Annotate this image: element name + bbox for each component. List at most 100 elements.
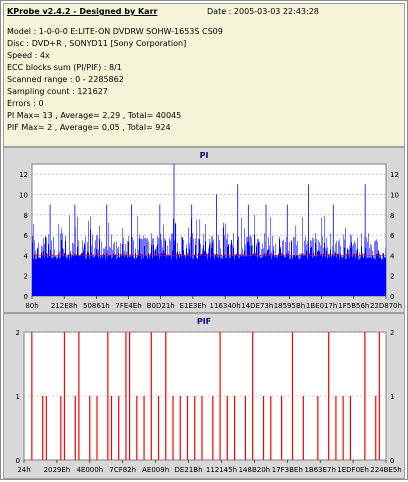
pi-bar: [182, 238, 183, 296]
pi-bar: [179, 257, 181, 296]
pi-bar: [92, 256, 94, 296]
pi-bar: [175, 222, 176, 296]
pi-bar: [234, 253, 235, 296]
pi-bar: [363, 257, 364, 296]
pi-bar: [320, 255, 321, 296]
pi-bar: [167, 245, 169, 296]
pi-x-tick-label: 22D870h: [370, 302, 402, 310]
pi-bar: [227, 233, 229, 296]
pi-bar: [346, 258, 348, 296]
pi-bar: [322, 236, 323, 296]
pi-bar: [293, 255, 295, 296]
pi-bar: [137, 215, 139, 296]
pi-bar: [83, 247, 85, 296]
pif-y-tick-label-right: 2: [390, 329, 394, 337]
pi-bar: [353, 244, 354, 296]
pi-bar: [206, 252, 207, 296]
pi-bar: [169, 237, 170, 296]
info-speed: Speed : 4x: [7, 51, 50, 60]
pi-bar: [232, 244, 234, 296]
pi-bar: [165, 239, 166, 296]
pi-bar: [380, 254, 382, 296]
pi-bar: [124, 250, 125, 296]
pi-chart: PI 0 0 2 2 4 4 6 6 8 8 10 10 12 12 80h 212E8h 50861h 7FE4…: [19, 151, 402, 310]
pi-bar: [184, 255, 185, 296]
pi-bar: [84, 242, 85, 296]
pi-bar: [193, 238, 194, 296]
pi-bar: [367, 242, 369, 296]
pi-bar: [339, 239, 340, 296]
pi-bar: [337, 253, 339, 296]
pi-bar: [128, 241, 129, 296]
pi-bar: [303, 253, 304, 296]
pi-bar: [80, 254, 82, 296]
pi-bar: [98, 249, 99, 296]
pi-bar: [262, 257, 264, 296]
pi-bar: [372, 255, 374, 296]
pi-bar: [286, 236, 288, 296]
pi-bar: [61, 228, 63, 296]
pi-bar: [336, 257, 337, 296]
pi-bar: [352, 245, 354, 296]
pi-bar: [219, 254, 221, 296]
pi-bar: [114, 254, 116, 296]
pi-bar: [168, 256, 169, 296]
pi-bar: [260, 255, 261, 296]
pi-bar: [330, 233, 332, 296]
pi-bar: [147, 238, 148, 296]
pi-bar: [301, 253, 303, 296]
pif-bar: [291, 332, 294, 460]
pi-bar: [110, 247, 111, 296]
pi-bar: [199, 219, 201, 296]
pi-bar: [276, 257, 278, 296]
pi-bar: [371, 245, 372, 296]
pi-bar: [347, 248, 348, 296]
pi-bar: [363, 257, 365, 296]
pi-bar: [82, 253, 84, 296]
pi-bar: [204, 250, 206, 296]
pi-bar: [379, 253, 381, 296]
pi-bar: [344, 247, 346, 296]
pi-bar: [242, 248, 243, 296]
pi-bar: [94, 248, 96, 296]
pif-bar: [349, 396, 351, 460]
pif-bar: [125, 332, 127, 460]
pi-bar: [382, 259, 383, 296]
pi-bar: [298, 255, 300, 296]
pi-bar: [153, 244, 154, 296]
pi-bar: [352, 257, 353, 296]
pi-bar: [44, 244, 45, 296]
pi-bar: [277, 257, 279, 296]
pi-bar: [74, 253, 75, 296]
pi-bar: [173, 218, 174, 296]
pi-bar: [312, 257, 313, 296]
pi-bar: [221, 254, 222, 296]
pi-bar: [179, 251, 180, 296]
pi-bar: [78, 240, 80, 296]
pi-bar: [53, 236, 54, 296]
info-pif-stats: PIF Max= 2 , Average= 0,05 , Total= 924: [7, 123, 171, 132]
pi-bar: [34, 240, 35, 296]
pi-bar: [283, 239, 284, 296]
pi-peak-bar: [216, 194, 217, 296]
pi-bar: [213, 253, 214, 296]
pi-bar: [350, 234, 351, 296]
pi-bar: [123, 254, 125, 296]
pi-bar: [143, 235, 144, 296]
pif-x-tick-label: 224BE5h: [370, 466, 401, 474]
pi-bar: [297, 241, 298, 296]
pi-bar: [333, 256, 335, 296]
pi-bar: [298, 259, 299, 296]
pi-bar: [305, 236, 306, 296]
pi-bar: [32, 235, 34, 296]
pi-bar: [268, 237, 269, 296]
pi-bar: [331, 255, 333, 296]
pi-bar: [54, 249, 55, 296]
pi-bar: [269, 245, 271, 296]
pi-bar: [311, 246, 312, 296]
pi-bar: [318, 250, 319, 296]
pi-bar: [275, 243, 277, 296]
pi-bar: [48, 244, 49, 296]
pi-bar: [284, 256, 286, 296]
pi-bar: [258, 239, 259, 296]
